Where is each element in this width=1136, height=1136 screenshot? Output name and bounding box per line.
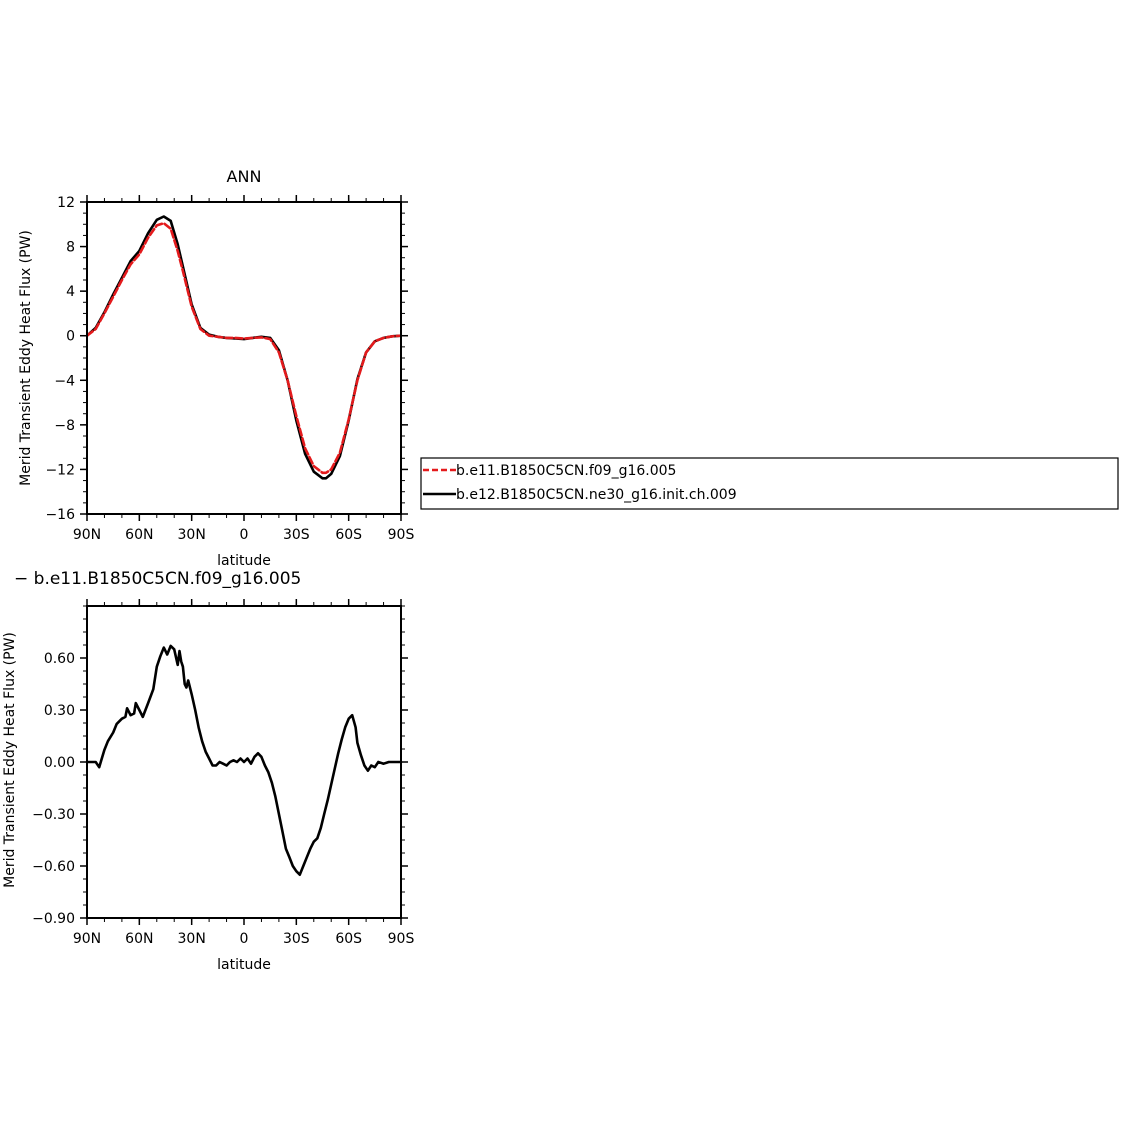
bottom-x-tick-label: 60N — [125, 931, 153, 947]
bottom-y-tick-label: −0.60 — [32, 859, 75, 875]
bottom-panel: − b.e11.B1850C5CN.f09_g16.005 Merid Tran… — [2, 569, 414, 973]
bottom-series-layer — [85, 644, 403, 877]
bottom-x-tick-label: 90S — [388, 931, 415, 947]
top-series-layer — [85, 215, 403, 480]
top-x-tick-label: 60S — [335, 527, 362, 543]
bottom-series-line-1 — [85, 644, 403, 877]
bottom-x-tick-label: 30N — [178, 931, 206, 947]
legend-label-series-1: b.e11.B1850C5CN.f09_g16.005 — [456, 463, 676, 479]
top-x-tick-label: 90S — [388, 527, 415, 543]
top-plot-frame — [86, 201, 402, 515]
top-chart-title: ANN — [227, 167, 262, 186]
legend-label-series-2: b.e12.B1850C5CN.ne30_g16.init.ch.009 — [456, 487, 737, 503]
bottom-chart-title: − b.e11.B1850C5CN.f09_g16.005 — [14, 569, 301, 589]
bottom-y-tick-label: −0.90 — [32, 911, 75, 927]
bottom-y-tick-label: 0.00 — [44, 755, 75, 771]
bottom-y-axis-label-wrap: Merid Transient Eddy Heat Flux (PW) — [2, 632, 18, 888]
bottom-x-tick-label: 0 — [240, 931, 249, 947]
bottom-x-axis-label: latitude — [217, 957, 271, 973]
top-y-tick-label: −16 — [45, 507, 75, 523]
bottom-x-tick-label: 90N — [73, 931, 101, 947]
bottom-y-axis-label: Merid Transient Eddy Heat Flux (PW) — [2, 632, 18, 888]
top-y-tick-label: 0 — [66, 329, 75, 345]
legend-box — [420, 457, 1119, 510]
bottom-x-tick-label: 60S — [335, 931, 362, 947]
top-y-tick-label: 8 — [66, 240, 75, 256]
top-y-tick-label: −4 — [54, 373, 75, 389]
top-x-tick-label: 30N — [178, 527, 206, 543]
legend: b.e11.B1850C5CN.f09_g16.005 b.e12.B1850C… — [420, 457, 1119, 510]
top-x-axis-label: latitude — [217, 553, 271, 569]
top-series-line-1 — [85, 221, 403, 475]
top-y-tick-label: 4 — [66, 284, 75, 300]
top-panel: ANN Merid Transient Eddy Heat Flux (PW) … — [18, 167, 414, 569]
bottom-y-tick-label: 0.30 — [44, 703, 75, 719]
top-y-axis-label: Merid Transient Eddy Heat Flux (PW) — [18, 230, 34, 486]
top-y-tick-label: −8 — [54, 418, 75, 434]
top-y-tick-label: 12 — [57, 195, 75, 211]
bottom-x-tick-label: 30S — [283, 931, 310, 947]
bottom-tick-layer: 90N 60N 30N 0 30S 60S 90S 0.60 0.30 0.00 −0.30 −0.6… — [32, 599, 414, 947]
top-x-tick-label: 30S — [283, 527, 310, 543]
top-x-tick-label: 0 — [240, 527, 249, 543]
top-series-line-2 — [85, 215, 403, 480]
bottom-y-tick-label: 0.60 — [44, 651, 75, 667]
bottom-y-tick-label: −0.30 — [32, 807, 75, 823]
top-x-tick-label: 90N — [73, 527, 101, 543]
top-tick-layer: 90N 60N 30N 0 30S 60S 90S 12 8 4 0 −4 −8 −12 −16 — [45, 195, 414, 543]
top-y-tick-label: −12 — [45, 462, 75, 478]
top-x-tick-label: 60N — [125, 527, 153, 543]
